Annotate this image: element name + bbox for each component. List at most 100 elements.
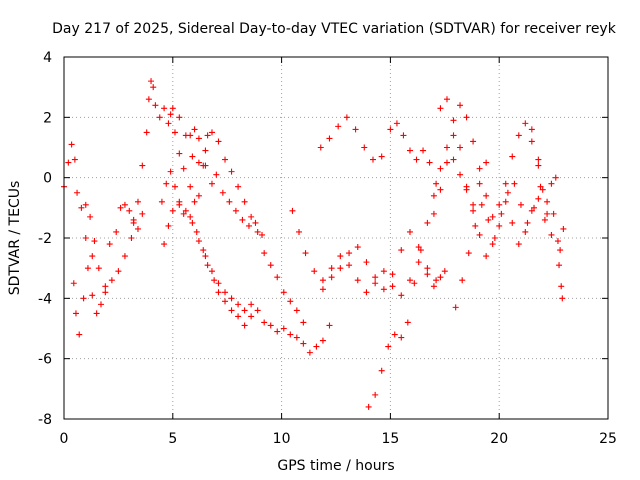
data-point	[143, 129, 150, 136]
data-point	[259, 231, 266, 238]
data-point	[398, 292, 405, 299]
data-point	[293, 334, 300, 341]
data-point	[293, 307, 300, 314]
data-point	[84, 265, 91, 272]
data-point	[267, 262, 274, 269]
data-point	[515, 241, 522, 248]
data-point	[180, 210, 187, 217]
data-point	[544, 198, 551, 205]
data-point	[502, 180, 509, 187]
data-point	[424, 265, 431, 272]
data-point	[528, 138, 535, 145]
data-point	[239, 216, 246, 223]
data-point	[426, 159, 433, 166]
data-point	[195, 159, 202, 166]
data-point	[328, 274, 335, 281]
data-point	[420, 147, 427, 154]
data-point	[191, 198, 198, 205]
data-point	[459, 277, 466, 284]
data-point	[158, 198, 165, 205]
data-point	[517, 201, 524, 208]
data-point	[261, 319, 268, 326]
data-point	[169, 207, 176, 214]
data-point	[372, 274, 379, 281]
data-point	[191, 126, 198, 133]
data-point	[215, 138, 222, 145]
data-point	[424, 271, 431, 278]
series-track-c	[82, 210, 146, 290]
data-point	[117, 204, 124, 211]
data-point	[528, 126, 535, 133]
data-point	[437, 186, 444, 193]
data-point	[313, 343, 320, 350]
series-track-o	[452, 180, 567, 311]
data-point	[361, 144, 368, 151]
data-point	[311, 268, 318, 275]
data-point	[148, 78, 155, 85]
data-point	[365, 403, 372, 410]
x-tick-label: 10	[273, 431, 291, 447]
data-point	[252, 219, 259, 226]
data-point	[450, 117, 457, 124]
data-point	[228, 307, 235, 314]
series-track-h	[161, 198, 255, 320]
series-track-i	[289, 207, 448, 293]
data-point	[369, 156, 376, 163]
data-point	[204, 132, 211, 139]
data-point	[335, 123, 342, 130]
data-point	[535, 162, 542, 169]
data-point	[78, 204, 85, 211]
data-point	[415, 244, 422, 251]
data-point	[389, 283, 396, 290]
data-point	[378, 153, 385, 160]
data-point	[235, 313, 242, 320]
data-point	[145, 96, 152, 103]
data-point	[202, 253, 209, 260]
data-point	[222, 298, 229, 305]
data-point	[215, 280, 222, 287]
data-point	[254, 228, 261, 235]
data-point	[115, 268, 122, 275]
data-point	[319, 286, 326, 293]
data-point	[433, 180, 440, 187]
data-point	[539, 186, 546, 193]
data-point	[91, 238, 98, 245]
data-point	[139, 210, 146, 217]
data-point	[161, 241, 168, 248]
data-point	[452, 304, 459, 311]
data-point	[441, 268, 448, 275]
data-point	[189, 153, 196, 160]
series-track-d	[130, 78, 211, 226]
data-point	[121, 201, 128, 208]
data-point	[531, 204, 538, 211]
data-point	[150, 84, 157, 91]
data-point	[413, 156, 420, 163]
series-track-e	[158, 168, 333, 356]
data-point	[171, 183, 178, 190]
data-point	[556, 262, 563, 269]
data-point	[80, 295, 87, 302]
data-point	[261, 250, 268, 257]
data-point	[319, 337, 326, 344]
data-point	[437, 105, 444, 112]
data-point	[228, 168, 235, 175]
data-point	[380, 268, 387, 275]
data-point	[554, 238, 561, 245]
data-point	[176, 114, 183, 121]
data-point	[134, 198, 141, 205]
x-tick-label: 20	[490, 431, 508, 447]
data-point	[437, 165, 444, 172]
data-point	[128, 235, 135, 241]
data-point	[511, 180, 518, 187]
data-point	[82, 201, 89, 208]
data-point	[180, 165, 187, 172]
data-point	[300, 319, 307, 326]
data-point	[187, 132, 194, 139]
data-point	[274, 328, 281, 335]
y-tick-label: 2	[43, 110, 52, 126]
data-point	[289, 207, 296, 214]
data-point	[280, 325, 287, 332]
data-point	[95, 265, 102, 272]
series-track-m	[437, 96, 542, 220]
data-point	[182, 207, 189, 214]
